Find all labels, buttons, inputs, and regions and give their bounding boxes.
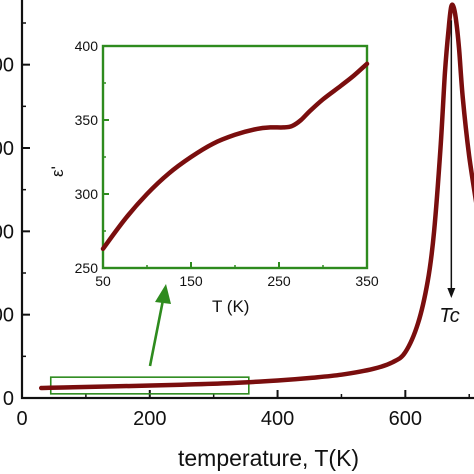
main-x-tick-label: 600 <box>389 408 422 430</box>
inset-series-line <box>100 61 370 252</box>
tc-arrowhead <box>447 288 456 298</box>
main-tick-labels: 0 200 400 600 0 100 200 300 400 <box>0 55 422 430</box>
inset-series <box>100 61 370 252</box>
tc-label: Tc <box>439 305 459 327</box>
inset-ticks <box>102 45 368 269</box>
main-x-tick-label: 400 <box>261 408 294 430</box>
inset-y-tick-label: 400 <box>75 38 99 54</box>
inset-y-tick-label: 250 <box>75 260 99 276</box>
main-x-axis-title: temperature, T(K) <box>178 445 359 471</box>
inset-pointer-arrow <box>148 299 165 367</box>
main-y-tick-label: 0 <box>3 388 14 410</box>
inset-pointer-arrowhead <box>155 284 171 304</box>
main-y-tick-label: 300 <box>0 138 14 160</box>
main-series <box>38 2 474 391</box>
main-y-tick-label: 100 <box>0 305 14 327</box>
inset-y-tick-label: 350 <box>75 112 99 128</box>
main-y-tick-label: 200 <box>0 221 14 243</box>
main-x-tick-label: 200 <box>133 408 166 430</box>
inset-y-tick-label: 300 <box>75 186 99 202</box>
main-y-tick-label: 400 <box>0 55 14 77</box>
inset-x-tick-label: 250 <box>267 273 291 289</box>
main-series-line <box>38 2 474 391</box>
main-plot-frame <box>20 0 474 400</box>
inset-x-tick-label: 350 <box>355 273 379 289</box>
inset-x-tick-label: 50 <box>95 273 111 289</box>
inset-y-axis-title: ε' <box>48 166 67 177</box>
inset-tick-labels: 50 150 250 350 250 300 350 400 <box>75 38 379 289</box>
main-x-tick-label: 0 <box>16 408 27 430</box>
main-ticks <box>21 22 470 399</box>
inset-x-tick-label: 150 <box>179 273 203 289</box>
inset-frame <box>101 44 369 270</box>
inset-x-axis-title: T (K) <box>212 297 249 316</box>
